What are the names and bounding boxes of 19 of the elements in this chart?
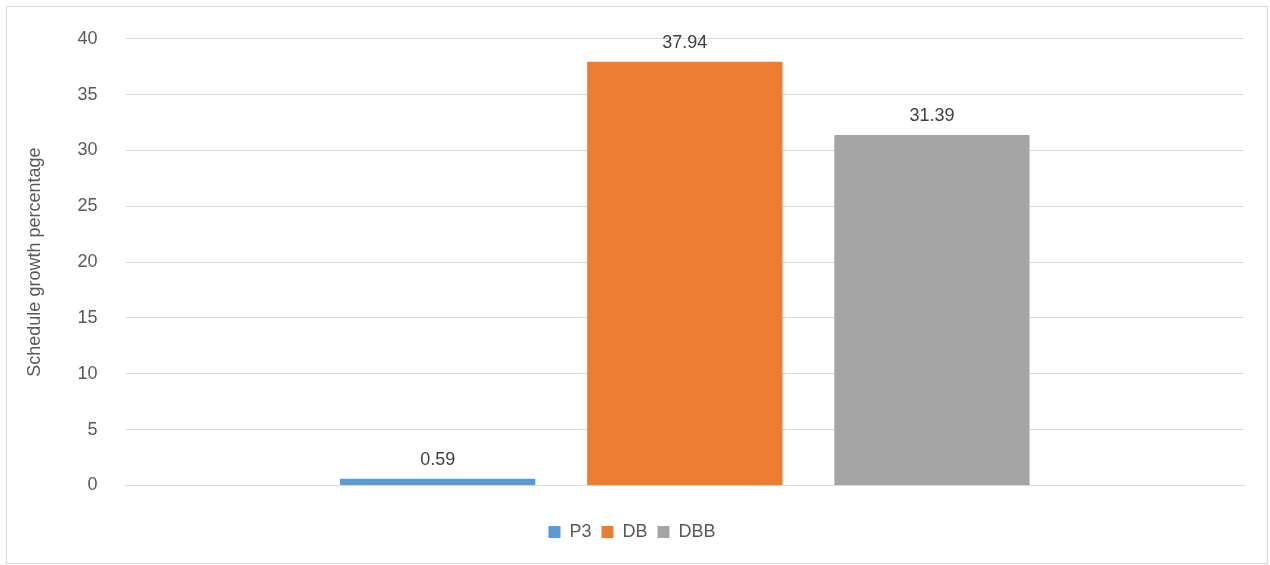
legend-label: P3 [569, 520, 592, 541]
y-axis-title: Schedule growth percentage [23, 147, 44, 377]
y-tick-label: 20 [77, 251, 98, 272]
bar [340, 478, 536, 485]
data-label: 31.39 [909, 104, 955, 125]
y-tick-label: 5 [87, 418, 98, 439]
legend-label: DBB [678, 520, 716, 541]
y-tick-label: 10 [77, 362, 98, 383]
y-tick-label: 40 [77, 27, 98, 48]
legend-label: DB [622, 520, 648, 541]
y-tick-label: 30 [77, 139, 98, 160]
data-label: 0.59 [420, 448, 456, 469]
data-label: 37.94 [662, 31, 708, 52]
y-tick-label: 0 [87, 474, 98, 495]
y-tick-label: 35 [77, 83, 98, 104]
bar [587, 61, 783, 485]
bar [834, 134, 1030, 485]
y-tick-label: 25 [77, 195, 98, 216]
y-tick-label: 15 [77, 306, 98, 327]
